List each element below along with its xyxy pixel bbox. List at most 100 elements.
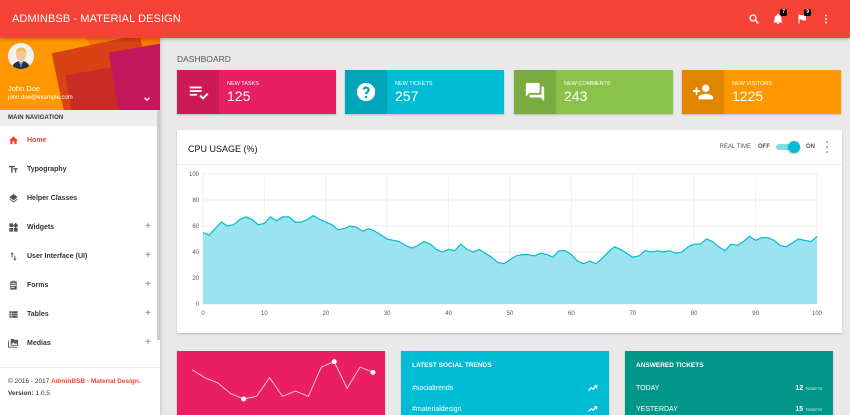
sidebar-item-label: Medias [27,340,51,347]
area-chart: 0 10 20 30 40 50 60 70 80 90 100 0 20 40 60 80 100 [189,172,823,317]
user-name: John Doe [8,84,41,93]
social-trends-card: LATEST SOCIAL TRENDS #socialtrends #mate… [401,351,609,415]
svg-text:10: 10 [261,311,268,317]
cpu-chart: 0 10 20 30 40 50 60 70 80 90 100 0 20 40 60 80 100 [177,166,842,333]
sidebar-item-home[interactable]: Home [0,126,160,155]
sparkline-chart [191,359,376,402]
sidebar-item-label: Widgets [27,224,55,231]
avatar [8,43,34,69]
info-box-value: 125 [227,88,251,104]
info-box-label: NEW TICKETS [395,81,433,87]
info-box-new-comments[interactable]: NEW COMMENTS 243 [514,70,673,114]
more-button[interactable] [814,7,838,31]
sidebar-item-widgets[interactable]: Widgets + [0,213,160,242]
trend-item[interactable]: #materialdesign [412,403,598,415]
sidebar-item-label: Forms [27,282,49,289]
perm-media-icon [8,338,19,348]
text-fields-icon [8,165,18,173]
sidebar-item-medias[interactable]: Medias + [0,329,160,358]
svg-text:90: 90 [752,311,759,317]
expand-icon: + [145,308,151,319]
svg-text:40: 40 [445,311,452,317]
sidebar-item-label: User Interface (UI) [27,253,88,260]
tasks-button[interactable]: 9 [790,7,814,31]
sidebar-footer: © 2016 - 2017 AdminBSB - Material Design… [0,367,160,415]
forum-icon [525,82,545,102]
brand-title[interactable]: ADMINBSB - MATERIAL DESIGN [12,13,181,25]
user-avatar-icon [8,43,34,69]
switch-off-label: OFF [758,144,770,150]
svg-text:100: 100 [189,172,200,178]
card-header: CPU USAGE (%) REAL TIME OFF ON [177,130,842,165]
svg-text:20: 20 [192,276,199,282]
sidebar-item-forms[interactable]: Forms + [0,271,160,300]
main-menu: Home Typography Helper Classes Widgets +… [0,126,160,358]
topbar-actions: 7 9 [742,0,838,38]
svg-text:100: 100 [812,311,823,317]
ticket-row: TODAY 12 TICKETS [636,382,822,394]
trending-up-icon [588,406,598,412]
trend-label: #materialdesign [412,405,462,413]
info-box-label: NEW TASKS [227,81,259,87]
version-value: 1.0.5 [33,390,50,397]
info-box-value: 257 [395,88,419,104]
assignment-icon [10,280,17,290]
ticket-count: 15 [795,405,804,413]
bell-icon [773,13,783,24]
trend-label: #socialtrends [412,384,454,392]
ticket-row: YESTERDAY 15 TICKETS [636,403,822,415]
home-icon [8,136,19,145]
card-title: CPU USAGE (%) [188,144,258,154]
switch-on-label: ON [806,144,815,150]
sidebar-item-user-interface[interactable]: User Interface (UI) + [0,242,160,271]
notifications-badge: 7 [780,9,787,16]
ticket-count: 12 [795,384,804,392]
svg-text:70: 70 [629,311,636,317]
realtime-toggle[interactable] [776,141,800,153]
info-box-label: NEW COMMENTS [564,81,611,87]
expand-icon: + [145,279,151,290]
realtime-label: REAL TIME [719,144,751,150]
ticket-unit: TICKETS [805,385,822,391]
trending-up-icon [588,385,598,391]
svg-text:50: 50 [507,311,514,317]
swap-vert-icon [10,252,17,261]
expand-icon: + [145,337,151,348]
info-box-value: 243 [564,88,588,104]
info-box-new-tasks[interactable]: NEW TASKS 125 [177,70,336,114]
search-button[interactable] [742,7,766,31]
notifications-button[interactable]: 7 [766,7,790,31]
info-box-value: 1225 [732,88,764,104]
sidebar-scrollbar[interactable] [157,110,160,340]
copyright-text: © 2016 - 2017 [8,378,52,385]
sidebar-item-helper-classes[interactable]: Helper Classes [0,184,160,213]
info-box-new-visitors[interactable]: NEW VISITORS 1225 [682,70,841,114]
page-title: DASHBOARD [177,54,231,64]
sidebar-item-typography[interactable]: Typography [0,155,160,184]
trend-item[interactable]: #socialtrends [412,382,598,394]
expand-icon: + [145,221,151,232]
user-bg-shape [108,40,160,110]
sidebar-item-tables[interactable]: Tables + [0,300,160,329]
svg-text:40: 40 [192,250,199,256]
layers-icon [9,193,18,203]
svg-text:0: 0 [196,302,200,308]
card-title: LATEST SOCIAL TRENDS [412,362,492,369]
copyright-link[interactable]: AdminBSB - Material Design. [51,378,141,385]
nav-header: MAIN NAVIGATION [0,110,160,126]
expand-icon: + [145,250,151,261]
chevron-down-icon[interactable] [142,94,152,104]
svg-text:80: 80 [192,198,199,204]
svg-text:60: 60 [192,224,199,230]
sidebar-item-label: Tables [27,311,49,318]
info-box-label: NEW VISITORS [732,81,772,87]
widgets-icon [9,222,19,232]
answered-tickets-card: ANSWERED TICKETS TODAY 12 TICKETS YESTERD… [625,351,833,415]
cpu-usage-card: CPU USAGE (%) REAL TIME OFF ON 0 10 20 30 40… [177,130,842,333]
ticket-period: TODAY [636,384,660,392]
info-box-new-tickets[interactable]: NEW TICKETS 257 [345,70,504,114]
card-menu-icon[interactable] [825,141,828,153]
ticket-unit: TICKETS [805,406,822,412]
flag-icon [798,14,806,24]
version-label: Version: [8,390,34,397]
